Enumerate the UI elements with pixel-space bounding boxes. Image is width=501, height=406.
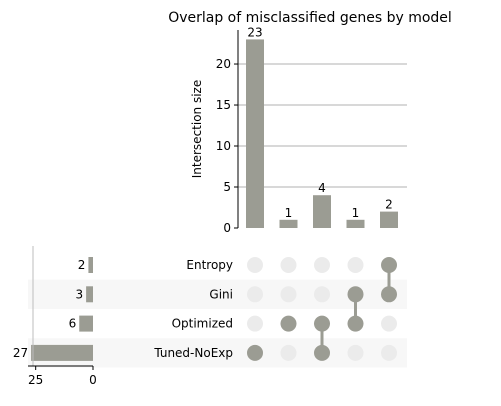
y-tick-label: 10 xyxy=(216,139,231,153)
y-axis-label: Intersection size xyxy=(190,80,204,178)
matrix-dot-active xyxy=(280,315,297,332)
intersection-bars: 23 1 4 1 2 xyxy=(246,25,398,228)
matrix-dot-inactive xyxy=(381,315,397,332)
set-size-bar xyxy=(88,257,93,273)
bar-value-label: 23 xyxy=(247,25,262,39)
gridlines xyxy=(238,63,407,188)
y-tick-label: 5 xyxy=(223,180,231,194)
matrix-dot-active xyxy=(381,257,397,273)
matrix-dot-active xyxy=(347,315,364,332)
matrix-dot-inactive xyxy=(280,257,297,273)
matrix-dot-active xyxy=(347,286,364,303)
matrix-dot-inactive xyxy=(381,344,397,361)
set-name-label: Tuned-NoExp xyxy=(153,346,233,360)
matrix-dot-active xyxy=(381,286,397,303)
intersection-bar xyxy=(380,211,398,228)
set-size-tick-label: 25 xyxy=(28,373,43,387)
set-name-label: Entropy xyxy=(186,258,233,272)
intersection-bar xyxy=(346,219,365,228)
set-size-bar xyxy=(79,315,93,332)
matrix-dot-inactive xyxy=(314,257,330,273)
matrix-dot-inactive xyxy=(247,315,263,332)
matrix-dot-inactive xyxy=(347,344,364,361)
matrix-dot-active xyxy=(314,344,330,361)
intersection-bar xyxy=(313,195,331,228)
bar-value-label: 2 xyxy=(385,198,393,212)
intersection-bar xyxy=(279,219,298,228)
matrix-dot-active xyxy=(314,315,330,332)
set-size-label: 2 xyxy=(78,258,86,272)
matrix-dot-inactive xyxy=(280,286,297,303)
bar-value-label: 1 xyxy=(285,206,293,220)
y-tick-label: 0 xyxy=(223,221,231,235)
matrix-dot-active xyxy=(247,344,263,361)
matrix-dot-inactive xyxy=(347,257,364,273)
matrix-dot-inactive xyxy=(247,286,263,303)
set-labels: Entropy Gini Optimized Tuned-NoExp xyxy=(153,258,233,360)
matrix-dot-inactive xyxy=(280,344,297,361)
set-size-label: 27 xyxy=(13,346,28,360)
set-size-label: 3 xyxy=(75,287,83,301)
set-size-bar xyxy=(31,344,93,361)
set-name-label: Gini xyxy=(209,287,233,301)
chart-title: Overlap of misclassified genes by model xyxy=(168,10,452,26)
set-size-tick-label: 0 xyxy=(89,373,97,387)
y-tick-label: 15 xyxy=(216,98,231,112)
matrix-dot-inactive xyxy=(314,286,330,303)
membership-matrix xyxy=(247,257,397,361)
bar-value-label: 1 xyxy=(352,206,360,220)
y-tick-label: 20 xyxy=(216,57,231,71)
bar-value-label: 4 xyxy=(318,181,326,195)
set-size-label: 6 xyxy=(69,317,77,331)
intersection-bar xyxy=(246,39,264,228)
set-name-label: Optimized xyxy=(172,317,233,331)
matrix-dot-inactive xyxy=(247,257,263,273)
set-size-bar xyxy=(86,286,93,303)
y-axis: 0 5 10 15 20 xyxy=(216,30,239,235)
